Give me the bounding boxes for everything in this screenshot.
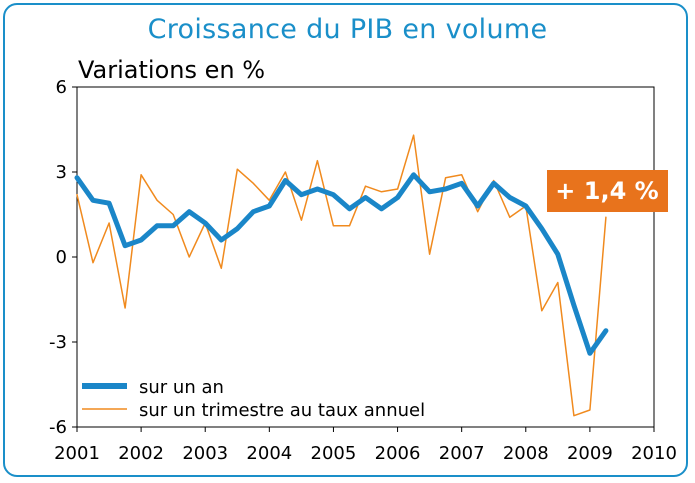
legend-label-series-2: sur un trimestre au taux annuel [139,400,425,421]
series-line-1 [74,172,609,356]
y-tick-label: 3 [56,162,67,183]
x-tick-label: 2008 [503,443,549,464]
x-tick-label: 2005 [311,443,357,464]
x-tick-label: 2003 [182,443,228,464]
plot-area [76,86,655,428]
x-tick-label: 2006 [375,443,421,464]
tick-labels: 6 3 0 -3 -6 2001 2002 2003 2004 2005 2006 2007 2008 2… [49,77,677,464]
series-line-2 [76,134,607,417]
annotation-label: + 1,4 % [555,177,658,205]
x-tick-label: 2010 [631,443,677,464]
annotation: + 1,4 % [547,170,668,212]
x-tick-label: 2009 [567,443,613,464]
series-layer [74,134,609,417]
y-tick-label: 0 [56,247,67,268]
x-tick-label: 2007 [439,443,485,464]
y-tick-label: -3 [49,332,67,353]
y-axis-label: Variations en % [78,56,266,84]
legend: sur un an sur un trimestre au taux annue… [82,377,425,421]
annotation-box [547,170,668,212]
x-tick-label: 2004 [246,443,292,464]
legend-label-series-1: sur un an [139,377,224,398]
y-tick-label: -6 [49,417,67,438]
x-tick-label: 2001 [54,443,100,464]
chart-title: Croissance du PIB en volume [147,14,548,45]
x-tick-label: 2002 [118,443,164,464]
y-tick-label: 6 [56,77,67,98]
